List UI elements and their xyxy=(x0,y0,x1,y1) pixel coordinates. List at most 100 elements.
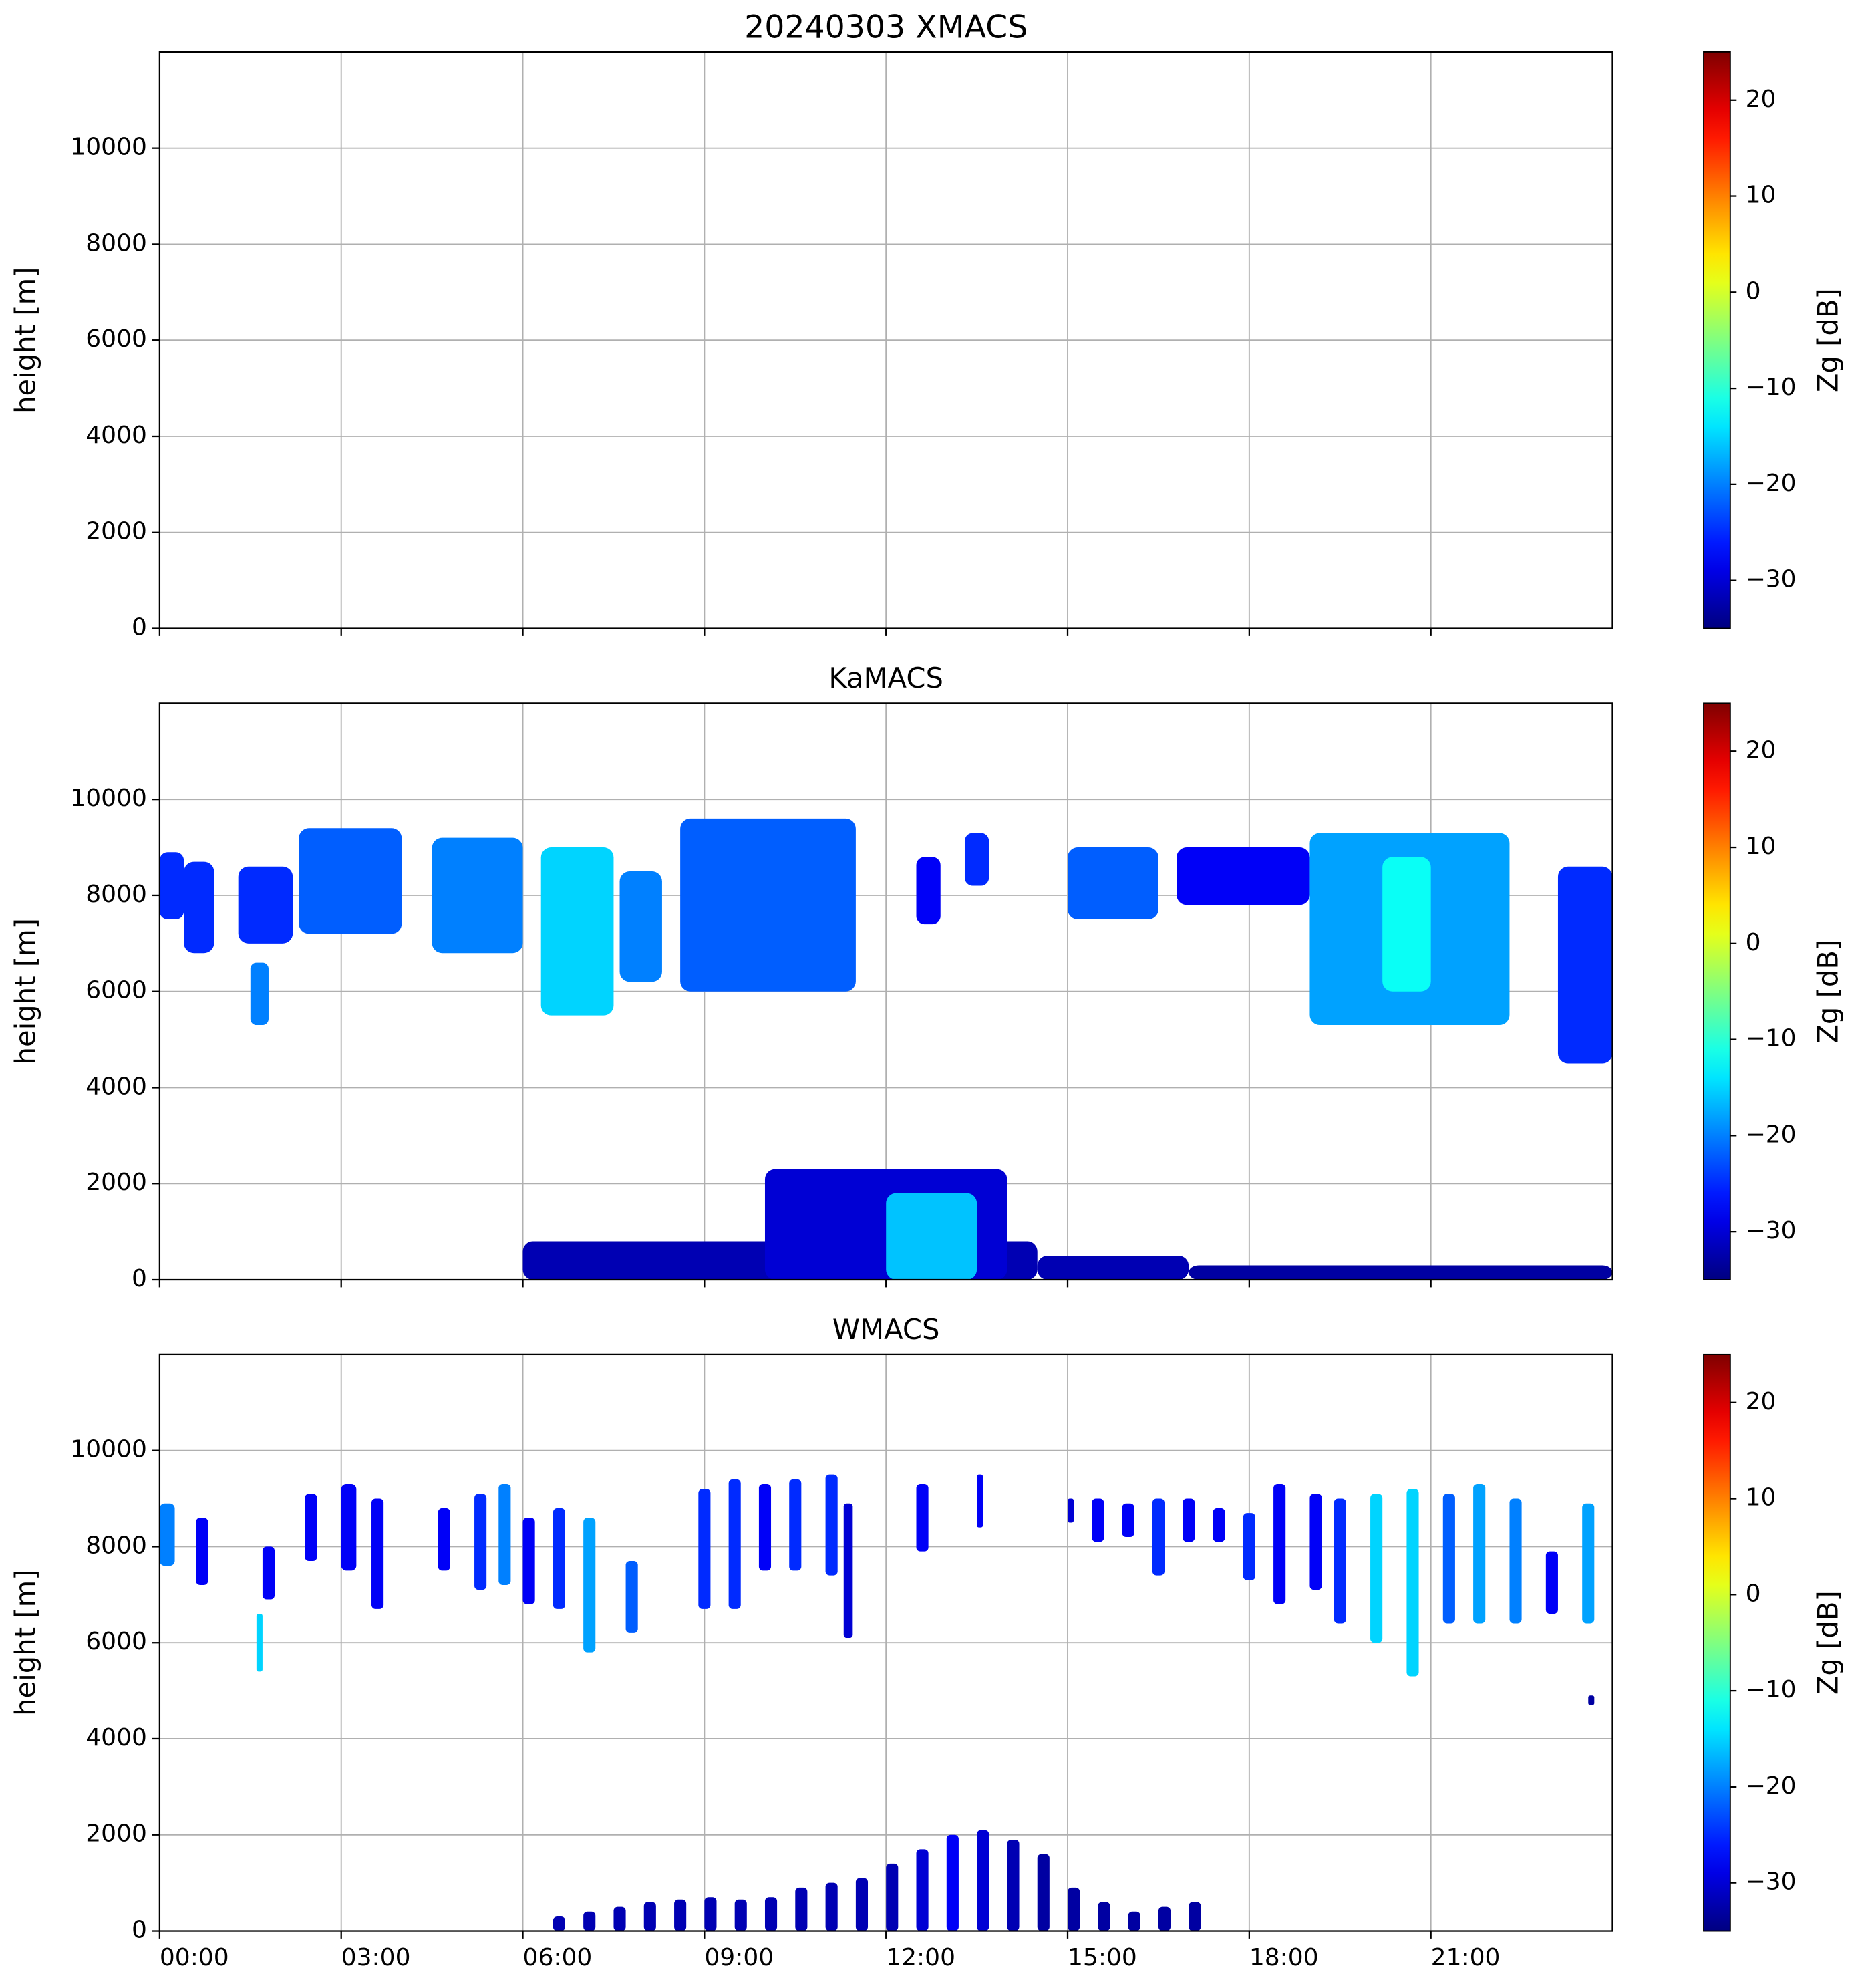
y-tick-label: 2000 xyxy=(86,518,147,545)
echo-cell xyxy=(1309,1494,1322,1590)
colorbar-tick-label: −20 xyxy=(1746,1772,1797,1800)
echo-cell xyxy=(886,1193,977,1280)
panel-title: WMACS xyxy=(832,1313,940,1346)
echo-cell xyxy=(341,1483,357,1571)
y-tick-label: 6000 xyxy=(86,977,147,1004)
echo-cell xyxy=(1334,1498,1346,1624)
echo-cell xyxy=(1037,1256,1189,1280)
echo-cell xyxy=(1588,1695,1595,1705)
echo-cell xyxy=(728,1479,741,1609)
y-tick-label: 10000 xyxy=(70,134,147,161)
echo-cell xyxy=(553,1916,565,1931)
y-tick-label: 2000 xyxy=(86,1820,147,1848)
y-tick-label: 4000 xyxy=(86,422,147,449)
echo-cell xyxy=(613,1906,626,1931)
echo-cell xyxy=(1152,1498,1165,1576)
plot-frame xyxy=(158,702,1613,1281)
echo-cell xyxy=(1189,1902,1201,1931)
y-axis-label: height [m] xyxy=(9,918,42,1064)
echo-cell xyxy=(764,1897,778,1931)
echo-cell xyxy=(964,833,989,886)
y-tick-label: 10000 xyxy=(70,1436,147,1463)
echo-cell xyxy=(1158,1906,1171,1931)
echo-cell xyxy=(583,1518,596,1653)
echo-cell xyxy=(825,1474,838,1576)
echo-cell xyxy=(250,962,269,1026)
echo-cell xyxy=(886,1863,899,1931)
colorbar-tick-label: 20 xyxy=(1746,736,1776,764)
echo-cell xyxy=(305,1494,317,1562)
colorbar-tick-label: −30 xyxy=(1746,1868,1797,1896)
echo-cell xyxy=(977,1830,989,1931)
echo-cell xyxy=(1509,1498,1522,1624)
y-tick-label: 8000 xyxy=(86,229,147,257)
echo-cell xyxy=(674,1899,687,1931)
plot-frame xyxy=(158,1353,1613,1932)
echo-cell xyxy=(1128,1911,1140,1931)
echo-cell xyxy=(474,1494,487,1590)
colorbar-tick-label: −10 xyxy=(1746,1025,1797,1052)
echo-cell xyxy=(299,828,402,934)
echo-cell xyxy=(789,1479,802,1571)
echo-cell xyxy=(643,1902,656,1931)
echo-cell xyxy=(1370,1494,1383,1643)
y-tick-label: 10000 xyxy=(70,785,147,812)
colorbar-tick-label: −20 xyxy=(1746,1121,1797,1148)
colorbar-tick-label: −20 xyxy=(1746,470,1797,497)
echo-cell xyxy=(843,1503,853,1639)
echo-cell xyxy=(698,1489,711,1609)
colorbar xyxy=(1703,51,1731,629)
colorbar-tick-label: 20 xyxy=(1746,1388,1776,1415)
echo-cell xyxy=(1098,1902,1110,1931)
echo-cell xyxy=(825,1882,838,1931)
colorbar xyxy=(1703,702,1731,1280)
echo-cell xyxy=(1473,1483,1486,1624)
y-axis-label: height [m] xyxy=(9,267,42,414)
echo-cell xyxy=(1545,1551,1558,1614)
y-tick-label: 0 xyxy=(132,1916,147,1944)
x-tick-label: 12:00 xyxy=(886,1944,955,1971)
y-tick-label: 6000 xyxy=(86,325,147,353)
colorbar xyxy=(1703,1353,1731,1932)
echo-cell xyxy=(916,1849,929,1931)
x-tick-label: 06:00 xyxy=(523,1944,593,1971)
echo-cell xyxy=(795,1887,808,1931)
y-tick-label: 4000 xyxy=(86,1073,147,1100)
echo-cell xyxy=(553,1508,565,1609)
panel-title: 20240303 XMACS xyxy=(744,9,1028,46)
colorbar-tick-label: 10 xyxy=(1746,833,1776,860)
echo-cell xyxy=(540,847,614,1016)
echo-cell xyxy=(625,1561,638,1633)
echo-cell xyxy=(432,837,523,954)
colorbar-tick-label: 0 xyxy=(1746,1580,1761,1607)
x-tick-label: 09:00 xyxy=(704,1944,774,1971)
echo-cell xyxy=(1068,1498,1074,1523)
echo-cell xyxy=(1582,1503,1595,1624)
colorbar-tick-label: −30 xyxy=(1746,1217,1797,1244)
echo-cell xyxy=(1068,1887,1080,1931)
panel-title: KaMACS xyxy=(828,662,943,694)
y-tick-label: 0 xyxy=(132,614,147,642)
echo-cell xyxy=(1213,1508,1225,1542)
echo-cell xyxy=(680,818,856,992)
echo-cell xyxy=(438,1508,450,1571)
echo-cell xyxy=(619,871,662,982)
echo-cell xyxy=(758,1483,772,1571)
echo-cell xyxy=(1382,857,1431,992)
echo-cell xyxy=(1122,1503,1134,1538)
echo-cell xyxy=(522,1518,535,1604)
echo-cell xyxy=(159,1503,175,1566)
echo-cell xyxy=(977,1474,983,1528)
echo-cell xyxy=(1037,1854,1050,1931)
y-tick-label: 8000 xyxy=(86,881,147,908)
echo-cell xyxy=(916,1483,929,1552)
y-axis-label: height [m] xyxy=(9,1570,42,1716)
echo-cell xyxy=(159,852,184,919)
y-tick-label: 0 xyxy=(132,1265,147,1292)
colorbar-label: Zg [dB] xyxy=(1812,940,1845,1044)
colorbar-tick-label: −10 xyxy=(1746,374,1797,401)
echo-cell xyxy=(1442,1494,1455,1624)
y-tick-label: 4000 xyxy=(86,1724,147,1751)
